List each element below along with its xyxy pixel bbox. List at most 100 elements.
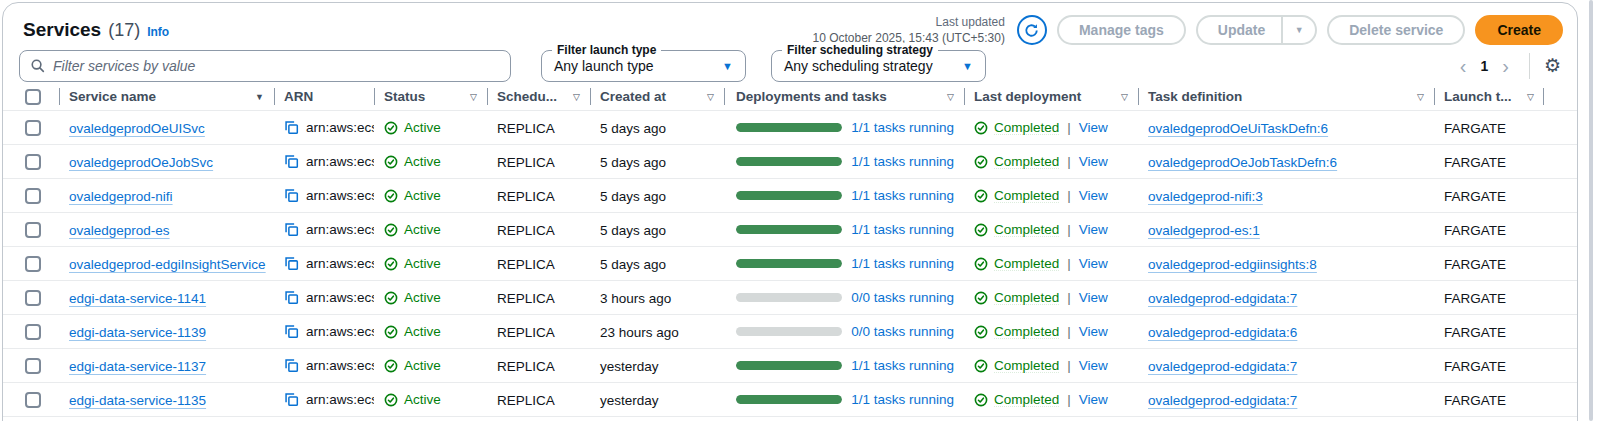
tasks-running-link[interactable]: 1/1 tasks running <box>851 188 954 203</box>
service-name-link[interactable]: edgi-data-service-1135 <box>69 393 206 408</box>
tasks-running-link[interactable]: 1/1 tasks running <box>851 392 954 407</box>
task-definition-link[interactable]: ovaledgeprod-nifi:3 <box>1148 189 1263 204</box>
copy-arn-icon[interactable] <box>284 358 299 373</box>
status-badge: Active <box>384 324 477 339</box>
deployment-check-icon <box>974 223 988 237</box>
task-definition-link[interactable]: ovaledgeprod-es:1 <box>1148 223 1260 238</box>
view-deployment-link[interactable]: View <box>1079 256 1108 271</box>
column-header-deployments[interactable]: Deployments and tasks <box>724 83 964 110</box>
deployment-status[interactable]: Completed <box>994 290 1059 305</box>
vertical-scrollbar[interactable] <box>1589 0 1593 421</box>
task-definition-link[interactable]: ovaledgeprod-edgidata:7 <box>1148 393 1297 408</box>
service-name-link[interactable]: ovaledgeprod-edgiInsightService <box>69 257 266 272</box>
row-checkbox[interactable] <box>25 154 41 170</box>
copy-arn-icon[interactable] <box>284 154 299 169</box>
service-name-link[interactable]: ovaledgeprod-es <box>69 223 170 238</box>
search-input[interactable] <box>53 58 500 74</box>
tasks-running-link[interactable]: 0/0 tasks running <box>851 290 954 305</box>
copy-arn-icon[interactable] <box>284 256 299 271</box>
row-checkbox[interactable] <box>25 392 41 408</box>
deployment-status[interactable]: Completed <box>994 324 1059 339</box>
copy-arn-icon[interactable] <box>284 222 299 237</box>
tasks-progress-bar <box>736 293 842 302</box>
task-definition-link[interactable]: ovaledgeprod-edgidata:6 <box>1148 325 1297 340</box>
service-name-link[interactable]: edgi-data-service-1141 <box>69 291 206 306</box>
created-at-value: 5 days ago <box>600 189 666 204</box>
copy-arn-icon[interactable] <box>284 290 299 305</box>
manage-tags-button[interactable]: Manage tags <box>1057 15 1186 45</box>
deployment-check-icon <box>974 393 988 407</box>
task-definition-link[interactable]: ovaledgeprod-edgiinsights:8 <box>1148 257 1317 272</box>
task-definition-link[interactable]: ovaledgeprodOeUiTaskDefn:6 <box>1148 121 1328 136</box>
column-header-arn: ARN <box>274 83 374 110</box>
tasks-running-link[interactable]: 1/1 tasks running <box>851 222 954 237</box>
task-definition-link[interactable]: ovaledgeprod-edgidata:7 <box>1148 291 1297 306</box>
tasks-running-link[interactable]: 1/1 tasks running <box>851 154 954 169</box>
row-checkbox[interactable] <box>25 120 41 136</box>
copy-arn-icon[interactable] <box>284 120 299 135</box>
column-header-last-deployment[interactable]: Last deployment <box>964 83 1138 110</box>
service-name-link[interactable]: edgi-data-service-1139 <box>69 325 206 340</box>
refresh-button[interactable] <box>1017 15 1047 45</box>
view-deployment-link[interactable]: View <box>1079 120 1108 135</box>
status-check-icon <box>384 393 398 407</box>
status-text: Active <box>404 324 441 339</box>
current-page-number[interactable]: 1 <box>1476 58 1492 74</box>
update-split-button[interactable]: Update ▼ <box>1196 15 1317 45</box>
update-button[interactable]: Update <box>1198 17 1281 43</box>
task-definition-link[interactable]: ovaledgeprod-edgidata:7 <box>1148 359 1297 374</box>
row-checkbox[interactable] <box>25 188 41 204</box>
service-name-link[interactable]: edgi-data-service-1137 <box>69 359 206 374</box>
view-deployment-link[interactable]: View <box>1079 392 1108 407</box>
create-button[interactable]: Create <box>1475 15 1563 45</box>
row-checkbox[interactable] <box>25 358 41 374</box>
deployment-status[interactable]: Completed <box>994 256 1059 271</box>
deployment-status[interactable]: Completed <box>994 188 1059 203</box>
view-deployment-link[interactable]: View <box>1079 358 1108 373</box>
task-definition-link[interactable]: ovaledgeprodOeJobTaskDefn:6 <box>1148 155 1337 170</box>
service-name-link[interactable]: ovaledgeprod-nifi <box>69 189 173 204</box>
info-link[interactable]: Info <box>147 25 169 39</box>
service-name-link[interactable]: ovaledgeprodOeJobSvc <box>69 155 213 170</box>
view-deployment-link[interactable]: View <box>1079 154 1108 169</box>
status-badge: Active <box>384 290 477 305</box>
tasks-running-link[interactable]: 0/0 tasks running <box>851 324 954 339</box>
tasks-running-link[interactable]: 1/1 tasks running <box>851 120 954 135</box>
view-deployment-link[interactable]: View <box>1079 290 1108 305</box>
column-header-status[interactable]: Status <box>374 83 487 110</box>
deployment-status[interactable]: Completed <box>994 392 1059 407</box>
view-deployment-link[interactable]: View <box>1079 324 1108 339</box>
scheduling-strategy-filter[interactable]: Filter scheduling strategy Any schedulin… <box>771 50 986 82</box>
launch-type-filter[interactable]: Filter launch type Any launch type ▼ <box>541 50 746 82</box>
service-name-link[interactable]: ovaledgeprodOeUISvc <box>69 121 205 136</box>
select-all-checkbox[interactable] <box>25 89 41 105</box>
deployment-status[interactable]: Completed <box>994 358 1059 373</box>
row-checkbox[interactable] <box>25 290 41 306</box>
tasks-running-link[interactable]: 1/1 tasks running <box>851 256 954 271</box>
column-header-service-name[interactable]: Service name <box>59 83 274 110</box>
search-box[interactable] <box>19 50 511 82</box>
row-checkbox[interactable] <box>25 222 41 238</box>
row-checkbox[interactable] <box>25 324 41 340</box>
column-header-scheduling[interactable]: Schedu... <box>487 83 590 110</box>
column-header-launch-type[interactable]: Launch t... <box>1434 83 1544 110</box>
update-dropdown-arrow[interactable]: ▼ <box>1281 17 1315 43</box>
copy-arn-icon[interactable] <box>284 392 299 407</box>
sort-icon <box>1527 92 1534 102</box>
next-page-button[interactable]: › <box>1496 56 1515 76</box>
tasks-running-link[interactable]: 1/1 tasks running <box>851 358 954 373</box>
delete-service-button[interactable]: Delete service <box>1327 15 1465 45</box>
settings-gear-icon[interactable]: ⚙ <box>1544 56 1561 75</box>
view-deployment-link[interactable]: View <box>1079 222 1108 237</box>
previous-page-button[interactable]: ‹ <box>1454 56 1473 76</box>
row-checkbox[interactable] <box>25 256 41 272</box>
copy-arn-icon[interactable] <box>284 324 299 339</box>
column-header-created-at[interactable]: Created at <box>590 83 724 110</box>
deployment-status[interactable]: Completed <box>994 154 1059 169</box>
divider: | <box>1065 188 1073 203</box>
view-deployment-link[interactable]: View <box>1079 188 1108 203</box>
copy-arn-icon[interactable] <box>284 188 299 203</box>
deployment-status[interactable]: Completed <box>994 120 1059 135</box>
column-header-task-definition[interactable]: Task definition <box>1138 83 1434 110</box>
deployment-status[interactable]: Completed <box>994 222 1059 237</box>
